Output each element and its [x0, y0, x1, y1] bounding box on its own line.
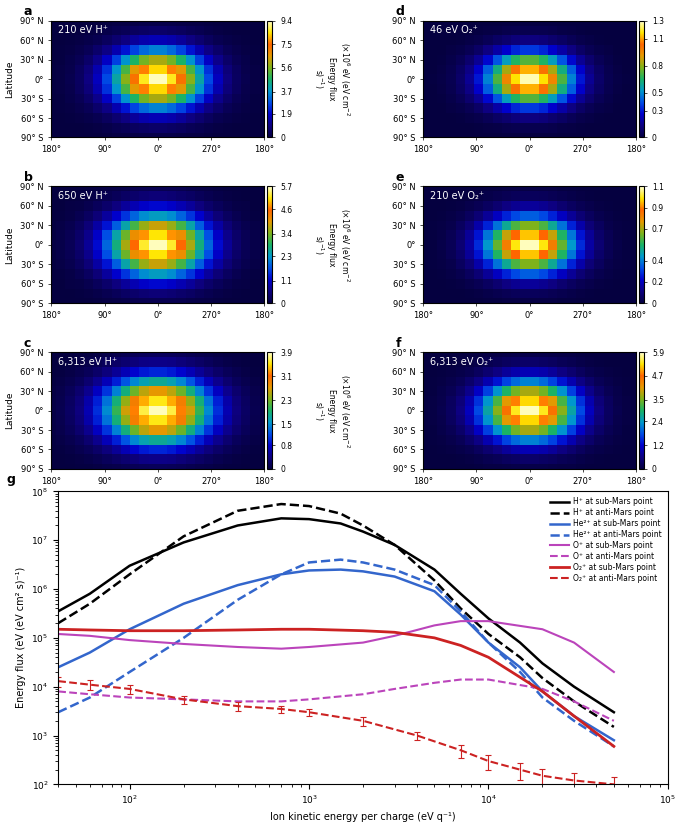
- X-axis label: Ion kinetic energy per charge (eV q⁻¹): Ion kinetic energy per charge (eV q⁻¹): [271, 812, 456, 822]
- Y-axis label: (×10$^6$ eV (eV cm$^{-2}$
Energy flux
s)$^{-1}$): (×10$^6$ eV (eV cm$^{-2}$ Energy flux s)…: [312, 374, 351, 447]
- Y-axis label: (×10$^6$ eV (eV cm$^{-2}$
Energy flux
s)$^{-1}$): (×10$^6$ eV (eV cm$^{-2}$ Energy flux s)…: [312, 208, 351, 282]
- Text: a: a: [24, 6, 32, 18]
- Y-axis label: Energy flux (eV (eV cm² s)⁻¹): Energy flux (eV (eV cm² s)⁻¹): [16, 567, 25, 709]
- Text: d: d: [395, 6, 404, 18]
- Text: 46 eV O₂⁺: 46 eV O₂⁺: [429, 26, 477, 36]
- Y-axis label: Latitude: Latitude: [5, 226, 14, 264]
- Text: 210 eV O₂⁺: 210 eV O₂⁺: [429, 191, 484, 201]
- Text: c: c: [24, 337, 31, 350]
- Text: g: g: [6, 472, 15, 486]
- Y-axis label: Latitude: Latitude: [5, 61, 14, 98]
- Y-axis label: (×10$^6$ eV (eV cm$^{-2}$
Energy flux
s)$^{-1}$): (×10$^6$ eV (eV cm$^{-2}$ Energy flux s)…: [684, 374, 685, 447]
- Text: b: b: [24, 171, 33, 184]
- Text: 6,313 eV O₂⁺: 6,313 eV O₂⁺: [429, 357, 493, 367]
- Y-axis label: Latitude: Latitude: [5, 392, 14, 429]
- Text: f: f: [395, 337, 401, 350]
- Text: 210 eV H⁺: 210 eV H⁺: [58, 26, 108, 36]
- X-axis label: Longitude (W): Longitude (W): [497, 491, 562, 500]
- Text: 650 eV H⁺: 650 eV H⁺: [58, 191, 108, 201]
- Text: 6,313 eV H⁺: 6,313 eV H⁺: [58, 357, 117, 367]
- Y-axis label: (×10$^6$ eV (eV cm$^{-2}$
Energy flux
s)$^{-1}$): (×10$^6$ eV (eV cm$^{-2}$ Energy flux s)…: [684, 42, 685, 116]
- Y-axis label: (×10$^6$ eV (eV cm$^{-2}$
Energy flux
s)$^{-1}$): (×10$^6$ eV (eV cm$^{-2}$ Energy flux s)…: [684, 208, 685, 282]
- Legend: H⁺ at sub-Mars point, H⁺ at anti-Mars point, He²⁺ at sub-Mars point, He²⁺ at ant: H⁺ at sub-Mars point, H⁺ at anti-Mars po…: [548, 496, 664, 585]
- Text: e: e: [395, 171, 404, 184]
- X-axis label: Longitude (W): Longitude (W): [126, 491, 190, 500]
- Y-axis label: (×10$^6$ eV (eV cm$^{-2}$
Energy flux
s)$^{-1}$): (×10$^6$ eV (eV cm$^{-2}$ Energy flux s)…: [312, 42, 351, 116]
